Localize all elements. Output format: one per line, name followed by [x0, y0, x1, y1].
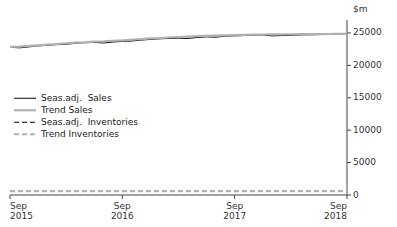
- y-tick-label: 25000: [353, 27, 382, 37]
- y-tick: [347, 130, 351, 131]
- y-tick: [347, 97, 351, 98]
- legend: Seas.adj. Sales Trend Sales Seas.adj. Inve…: [14, 93, 138, 139]
- y-tick: [347, 162, 351, 163]
- x-tick-label: Sep2017: [223, 201, 246, 221]
- legend-label: Seas.adj. Sales: [41, 93, 112, 103]
- legend-label: Seas.adj. Inventories: [41, 117, 138, 127]
- y-tick-label: 5000: [353, 157, 376, 167]
- x-tick-label: Sep2016: [111, 201, 134, 221]
- x-tick: [347, 195, 348, 199]
- legend-swatch: [14, 98, 36, 99]
- y-tick: [347, 65, 351, 66]
- series-line: [10, 190, 347, 191]
- legend-label: Trend Inventories: [40, 129, 119, 139]
- y-tick-label: 0: [353, 190, 359, 200]
- y-tick-label: 15000: [353, 92, 382, 102]
- x-tick: [122, 195, 123, 199]
- lines: [10, 34, 347, 191]
- legend-label: Trend Sales: [40, 105, 93, 115]
- x-tick-label: Sep2015: [10, 201, 33, 221]
- y-tick-label: 10000: [353, 125, 382, 135]
- y-axis-line: [347, 20, 348, 195]
- legend-swatch: [14, 109, 36, 111]
- y-tick-label: 20000: [353, 60, 382, 70]
- chart: 0 5000 10000 15000 20000 25000 $m Sep2015 Sep201…: [0, 0, 397, 227]
- x-tick: [10, 195, 11, 199]
- y-axis-label: $m: [353, 4, 368, 14]
- x-axis-line: [10, 195, 347, 196]
- legend-swatch: [14, 122, 36, 123]
- series-line: [10, 190, 347, 192]
- x-tick: [234, 195, 235, 199]
- series-line: [10, 34, 347, 48]
- y-tick: [347, 32, 351, 33]
- y-tick: [347, 195, 351, 196]
- legend-swatch: [14, 133, 36, 135]
- x-tick-label: Sep2018: [324, 201, 347, 221]
- series-line: [10, 34, 347, 47]
